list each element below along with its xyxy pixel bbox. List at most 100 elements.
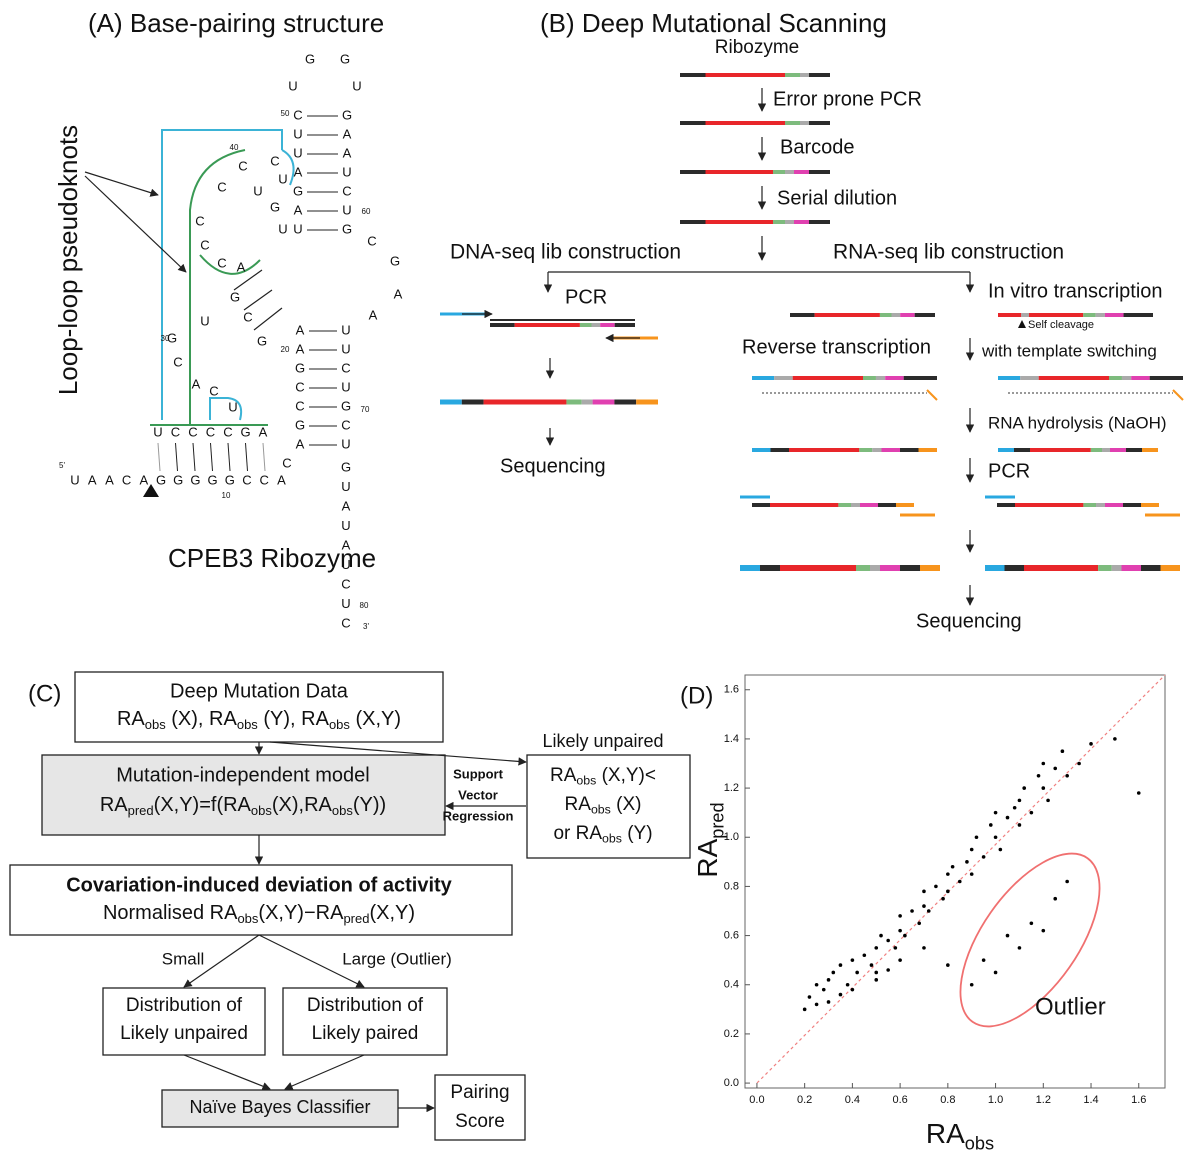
nucleotide: G bbox=[240, 424, 250, 439]
nucleotide: A bbox=[259, 424, 268, 439]
construct-segment bbox=[881, 448, 900, 452]
point bbox=[1113, 737, 1117, 741]
nucleotide: G bbox=[190, 472, 200, 487]
nucleotide: C bbox=[200, 237, 209, 252]
diagonal bbox=[756, 674, 1166, 1084]
subscript: obs bbox=[329, 717, 350, 732]
nucleotide: A bbox=[343, 145, 352, 160]
construct-segment bbox=[885, 376, 904, 380]
nucleotide: C bbox=[341, 615, 350, 630]
construct-segment bbox=[870, 565, 880, 571]
construct-segment bbox=[483, 399, 567, 405]
construct-segment bbox=[997, 503, 1015, 507]
nucleotide: G bbox=[257, 333, 267, 348]
nucleotide: C bbox=[260, 472, 269, 487]
formula-text: RA bbox=[550, 765, 577, 786]
point bbox=[1029, 810, 1034, 815]
construct-segment bbox=[900, 313, 915, 317]
point bbox=[862, 953, 867, 958]
y-tick-label: 1.4 bbox=[724, 733, 739, 745]
construct-segment bbox=[752, 503, 770, 507]
nucleotide: C bbox=[367, 233, 376, 248]
x-tick-label: 1.4 bbox=[1083, 1094, 1098, 1106]
point bbox=[886, 968, 890, 972]
point bbox=[998, 847, 1003, 852]
cleavage-mark bbox=[1018, 320, 1026, 328]
subscript: pred bbox=[128, 803, 154, 818]
pseudoknot-line bbox=[281, 149, 295, 186]
construct-segment bbox=[1004, 565, 1024, 571]
point bbox=[831, 970, 836, 975]
formula-text: (X,Y)−RA bbox=[258, 902, 344, 924]
label: (C) bbox=[28, 680, 61, 707]
nucleotide: C bbox=[270, 153, 279, 168]
label: Score bbox=[455, 1111, 505, 1132]
label: PCR bbox=[988, 460, 1030, 482]
subscript: obs bbox=[965, 1133, 994, 1153]
construct-segment bbox=[879, 313, 892, 317]
construct-segment bbox=[680, 121, 706, 125]
construct-segment bbox=[1141, 503, 1159, 507]
primer bbox=[1172, 389, 1184, 401]
nucleotide: G bbox=[342, 221, 352, 236]
point bbox=[969, 872, 974, 876]
point bbox=[926, 909, 931, 913]
label: Vector bbox=[458, 787, 498, 802]
label: Naïve Bayes Classifier bbox=[189, 1097, 370, 1117]
construct-segment bbox=[809, 170, 830, 174]
x-tick-label: 0.2 bbox=[797, 1094, 812, 1106]
label: RNA-seq lib construction bbox=[833, 241, 1064, 264]
point bbox=[1005, 815, 1010, 820]
construct-segment bbox=[914, 313, 935, 317]
construct-segment bbox=[896, 503, 914, 507]
x-tick-label: 0.4 bbox=[845, 1094, 860, 1106]
point bbox=[1017, 946, 1022, 950]
construct-segment bbox=[591, 323, 601, 327]
point bbox=[826, 978, 831, 982]
label: (D) bbox=[680, 682, 713, 709]
construct-segment bbox=[900, 565, 920, 571]
point bbox=[898, 958, 902, 962]
construct-segment bbox=[705, 121, 785, 125]
construct-segment bbox=[461, 399, 484, 405]
label: Reverse transcription bbox=[742, 336, 931, 358]
nucleotide: G bbox=[305, 51, 315, 66]
label: Support bbox=[453, 766, 503, 781]
point bbox=[898, 928, 902, 933]
nucleotide: C bbox=[223, 424, 232, 439]
base-pair bbox=[175, 442, 178, 472]
construct-segment bbox=[814, 313, 880, 317]
construct-segment bbox=[614, 323, 635, 327]
nucleotide: U bbox=[253, 183, 262, 198]
construct-segment bbox=[1121, 376, 1132, 380]
x-tick-label: 0.8 bbox=[940, 1094, 955, 1106]
nucleotide: C bbox=[341, 576, 350, 591]
base-pair bbox=[192, 442, 196, 472]
formula-text: (Y)) bbox=[353, 794, 386, 816]
construct-segment bbox=[863, 376, 876, 380]
position-number: 50 bbox=[281, 109, 290, 118]
point bbox=[946, 889, 950, 894]
label: (B) Deep Mutational Scanning bbox=[540, 8, 887, 38]
point bbox=[922, 946, 926, 950]
construct-segment bbox=[1020, 376, 1039, 380]
position-number: 20 bbox=[281, 345, 290, 354]
formula: RAobs (X), RAobs (Y), RAobs (X,Y) bbox=[117, 708, 401, 732]
point bbox=[850, 987, 855, 992]
nucleotide: A bbox=[296, 322, 305, 337]
construct-segment bbox=[740, 565, 760, 571]
construct-segment bbox=[680, 220, 706, 224]
point bbox=[845, 982, 850, 987]
label: Distribution of bbox=[126, 995, 243, 1016]
position-number: 40 bbox=[230, 143, 239, 152]
point bbox=[1017, 798, 1022, 803]
construct-segment bbox=[1014, 448, 1030, 452]
box bbox=[161, 1089, 399, 1128]
construct-segment bbox=[838, 503, 851, 507]
construct-segment bbox=[1102, 448, 1110, 452]
construct-segment bbox=[1015, 503, 1084, 507]
point bbox=[1041, 786, 1046, 790]
construct-segment bbox=[752, 376, 775, 380]
point bbox=[874, 946, 879, 950]
construct-segment bbox=[998, 313, 1022, 317]
